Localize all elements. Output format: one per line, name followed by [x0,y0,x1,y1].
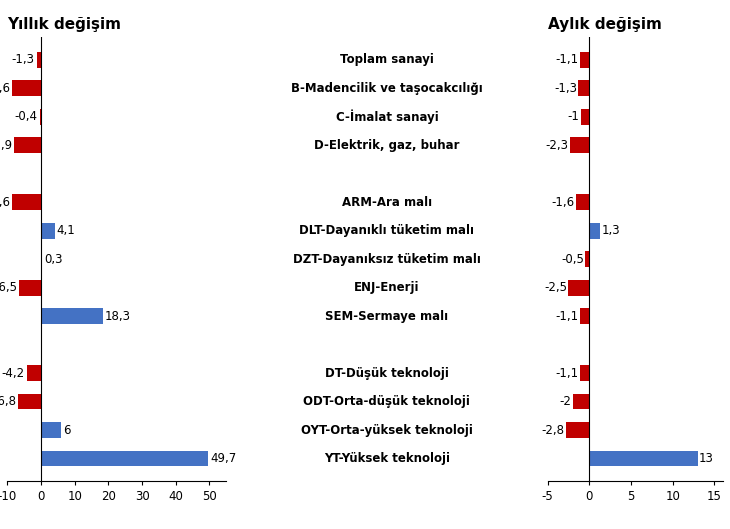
Text: ENJ-Enerji: ENJ-Enerji [354,281,420,294]
Text: Toplam sanayi: Toplam sanayi [340,53,434,66]
Bar [39,109,41,125]
Text: D-Elektrik, gaz, buhar: D-Elektrik, gaz, buhar [314,139,460,152]
Text: -1: -1 [568,110,580,123]
Text: -6,5: -6,5 [0,281,17,294]
Text: 1,3: 1,3 [602,224,620,237]
Bar [41,223,55,239]
Bar [36,52,41,68]
Text: 49,7: 49,7 [210,452,237,465]
Bar [566,422,589,438]
Text: -2,3: -2,3 [546,139,569,152]
Text: 13: 13 [699,452,714,465]
Text: DZT-Dayanıksız tüketim malı: DZT-Dayanıksız tüketim malı [293,253,481,266]
Text: -2,8: -2,8 [542,424,564,436]
Bar [15,138,41,153]
Text: -8,6: -8,6 [0,196,10,209]
Bar [19,280,41,296]
Text: -1,1: -1,1 [556,309,579,323]
Text: -1,1: -1,1 [556,53,579,66]
Bar [589,223,600,239]
Text: DLT-Dayanıklı tüketim malı: DLT-Dayanıklı tüketim malı [299,224,474,237]
Text: SEM-Sermaye malı: SEM-Sermaye malı [326,309,448,323]
Bar [41,251,42,267]
Bar [18,394,41,409]
Bar [581,109,589,125]
Text: DT-Düşük teknoloji: DT-Düşük teknoloji [325,367,449,380]
Text: -1,1: -1,1 [556,367,579,380]
Bar [580,308,589,324]
Bar [41,308,103,324]
Text: -7,9: -7,9 [0,139,12,152]
Text: Aylık değişim: Aylık değişim [548,17,661,32]
Bar [589,451,698,467]
Text: -1,3: -1,3 [12,53,34,66]
Text: B-Madencilik ve taşocakcılığı: B-Madencilik ve taşocakcılığı [291,82,483,95]
Text: ARM-Ara malı: ARM-Ara malı [342,196,432,209]
Text: ODT-Orta-düşük teknoloji: ODT-Orta-düşük teknoloji [304,395,470,408]
Bar [41,451,209,467]
Text: -2: -2 [559,395,572,408]
Bar [12,80,41,96]
Text: 4,1: 4,1 [57,224,76,237]
Text: C-İmalat sanayi: C-İmalat sanayi [336,110,438,124]
Bar [569,280,589,296]
Text: 18,3: 18,3 [104,309,131,323]
Bar [576,195,589,210]
Text: YT-Yüksek teknoloji: YT-Yüksek teknoloji [324,452,450,465]
Text: -1,6: -1,6 [551,196,575,209]
Bar [578,80,589,96]
Text: Yıllık değişim: Yıllık değişim [7,17,121,32]
Text: -4,2: -4,2 [1,367,25,380]
Text: 0,3: 0,3 [44,253,63,266]
Text: -2,5: -2,5 [544,281,567,294]
Bar [585,251,589,267]
Text: -6,8: -6,8 [0,395,16,408]
Bar [570,138,589,153]
Text: OYT-Orta-yüksek teknoloji: OYT-Orta-yüksek teknoloji [301,424,473,436]
Bar [572,394,589,409]
Text: -0,4: -0,4 [15,110,38,123]
Text: -1,3: -1,3 [554,82,577,95]
Bar [27,366,41,381]
Bar [580,52,589,68]
Bar [12,195,41,210]
Bar [580,366,589,381]
Text: -8,6: -8,6 [0,82,10,95]
Text: 6: 6 [64,424,71,436]
Text: -0,5: -0,5 [561,253,584,266]
Bar [41,422,61,438]
